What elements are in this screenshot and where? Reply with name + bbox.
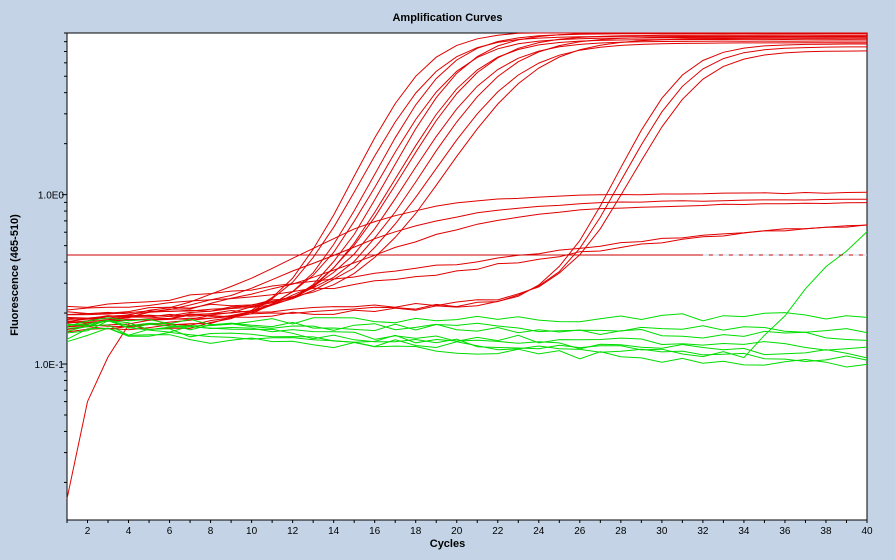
curve-late-positive-sample-3 [66, 50, 868, 320]
curve-drifting-sample-1 [66, 224, 868, 308]
curve-positive-sample-5 [66, 32, 867, 328]
curve-group [66, 32, 868, 499]
curve-low-plateau-sample-3 [66, 202, 868, 323]
y-axis-tick-labels: 1.0E0 1.0E-1 [35, 191, 65, 371]
curve-negative-control-4 [66, 320, 868, 351]
curve-positive-sample-9 [66, 36, 867, 316]
x-tick-label: 12 [287, 526, 299, 537]
curve-drifting-sample-2 [66, 224, 868, 311]
x-tick-label: 8 [208, 526, 214, 537]
x-tick-label: 14 [328, 526, 340, 537]
x-tick-label: 28 [615, 526, 627, 537]
x-tick-label: 4 [126, 526, 132, 537]
chart-title: Amplification Curves [392, 12, 503, 24]
x-tick-label: 20 [451, 526, 463, 537]
x-tick-label: 34 [738, 526, 750, 537]
curve-negative-control-8 [66, 312, 868, 329]
x-tick-label: 6 [167, 526, 173, 537]
curve-late-positive-sample-1 [66, 43, 867, 325]
y-tick-label: 1.0E-1 [35, 360, 65, 371]
curve-negative-control-7 [66, 327, 868, 368]
x-tick-label: 40 [861, 526, 873, 537]
curve-negative-control-2 [66, 317, 868, 341]
x-tick-label: 24 [533, 526, 545, 537]
x-tick-label: 30 [656, 526, 668, 537]
curve-low-plateau-sample-1 [66, 191, 868, 324]
curve-negative-control-6 [66, 327, 868, 363]
y-tick-label: 1.0E0 [38, 191, 65, 202]
plot-area [66, 32, 868, 521]
x-tick-label: 2 [85, 526, 91, 537]
x-tick-label: 16 [369, 526, 381, 537]
x-axis-label: Cycles [429, 538, 466, 550]
x-axis-ticks: 2 4 6 8 10 12 14 16 18 20 22 24 26 28 30 32 34 36 38 40 [66, 520, 873, 537]
x-tick-label: 10 [246, 526, 258, 537]
curve-positive-sample-3 [66, 33, 867, 330]
x-tick-label: 36 [779, 526, 791, 537]
curve-late-positive-sample-2 [66, 46, 867, 320]
x-tick-label: 22 [492, 526, 504, 537]
x-tick-label: 38 [820, 526, 832, 537]
curve-positive-sample-7 [66, 34, 867, 323]
y-axis-ticks [62, 32, 67, 483]
curve-positive-sample-8 [66, 40, 867, 319]
x-tick-label: 32 [697, 526, 709, 537]
curve-low-plateau-sample-2 [66, 198, 868, 323]
x-tick-label: 26 [574, 526, 586, 537]
curve-positive-sample-10 [66, 42, 867, 315]
x-tick-label: 18 [410, 526, 422, 537]
